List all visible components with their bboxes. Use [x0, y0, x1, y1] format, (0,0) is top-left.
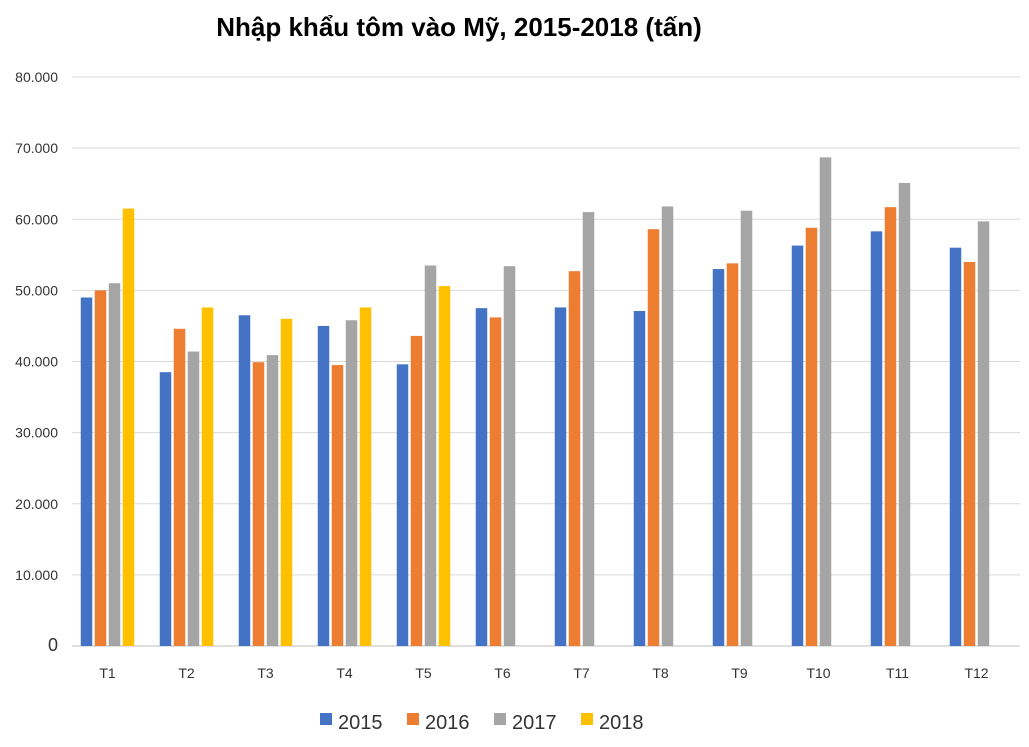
y-tick-label: 20.000	[15, 496, 58, 512]
gridlines	[72, 76, 1020, 647]
x-tick-label: T9	[731, 665, 748, 681]
bar-2017-T4	[345, 320, 358, 646]
bar-2017-T12	[977, 221, 990, 647]
x-tick-label: T6	[494, 665, 511, 681]
bar-2018-T4	[359, 307, 372, 646]
legend: 2015 2016 2017 2018	[320, 712, 644, 734]
x-tick-label: T12	[964, 665, 988, 681]
x-axis-ticks: T1 T2 T3 T4 T5 T6 T7 T8 T9 T10 T11 T12	[99, 665, 988, 681]
bar-2015-T7	[554, 307, 567, 646]
legend-swatch-2016	[407, 713, 419, 725]
x-tick-label: T1	[99, 665, 116, 681]
bar-2016-T11	[884, 207, 897, 646]
x-tick-label: T5	[415, 665, 432, 681]
bar-2015-T6	[475, 308, 488, 646]
bar-2015-T11	[870, 231, 883, 646]
bar-2017-T5	[424, 265, 437, 646]
x-tick-label: T8	[652, 665, 669, 681]
x-tick-label: T7	[573, 665, 590, 681]
bar-2016-T3	[252, 362, 265, 646]
bar-2017-T9	[740, 210, 753, 646]
y-tick-label: 0	[48, 635, 58, 655]
bar-2015-T1	[80, 297, 93, 646]
bar-2017-T10	[819, 157, 832, 646]
bar-2015-T5	[396, 364, 409, 646]
bar-2017-T2	[187, 351, 200, 646]
bar-2017-T11	[898, 182, 911, 646]
bar-2018-T5	[438, 286, 451, 646]
bar-2016-T1	[94, 290, 107, 646]
bar-2017-T7	[582, 212, 595, 646]
x-tick-label: T10	[806, 665, 830, 681]
chart-title: Nhập khẩu tôm vào Mỹ, 2015-2018 (tấn)	[216, 12, 702, 42]
bar-2016-T9	[726, 263, 739, 646]
x-tick-label: T11	[886, 665, 909, 681]
bar-2015-T2	[159, 372, 172, 646]
y-axis-ticks: 0 10.000 20.000 30.000 40.000 50.000 60.000 70.…	[15, 69, 58, 655]
y-tick-label: 30.000	[15, 425, 58, 441]
x-tick-label: T4	[336, 665, 353, 681]
bar-2017-T1	[108, 283, 121, 646]
bar-2016-T12	[963, 261, 976, 646]
bar-2015-T3	[238, 315, 251, 646]
bar-2016-T2	[173, 328, 186, 646]
legend-label-2015: 2015	[338, 712, 383, 734]
bar-2018-T2	[201, 307, 214, 646]
x-tick-label: T3	[257, 665, 274, 681]
y-tick-label: 70.000	[15, 140, 58, 156]
y-tick-label: 60.000	[15, 211, 58, 227]
y-tick-label: 10.000	[15, 567, 58, 583]
bar-2016-T4	[331, 365, 344, 646]
legend-label-2017: 2017	[512, 712, 557, 734]
bar-2016-T10	[805, 227, 818, 646]
y-tick-label: 50.000	[15, 282, 58, 298]
bar-2015-T8	[633, 311, 646, 646]
bar-2016-T8	[647, 229, 660, 646]
bar-2015-T12	[949, 247, 962, 646]
bar-2016-T6	[489, 317, 502, 646]
y-tick-label: 80.000	[15, 69, 58, 85]
y-tick-label: 40.000	[15, 354, 58, 370]
legend-swatch-2017	[494, 713, 506, 725]
bar-2016-T5	[410, 335, 423, 646]
bar-2015-T10	[791, 245, 804, 646]
legend-label-2018: 2018	[599, 712, 644, 734]
bar-2017-T3	[266, 355, 279, 646]
x-tick-label: T2	[178, 665, 195, 681]
bar-2016-T7	[568, 271, 581, 646]
bar-2018-T3	[280, 318, 293, 646]
legend-swatch-2018	[581, 713, 593, 725]
bar-2015-T9	[712, 269, 725, 646]
bar-2015-T4	[317, 325, 330, 646]
legend-label-2016: 2016	[425, 712, 470, 734]
bar-2017-T6	[503, 266, 516, 646]
bars	[80, 157, 990, 647]
legend-swatch-2015	[320, 713, 332, 725]
bar-2018-T1	[122, 208, 135, 647]
bar-2017-T8	[661, 206, 674, 646]
